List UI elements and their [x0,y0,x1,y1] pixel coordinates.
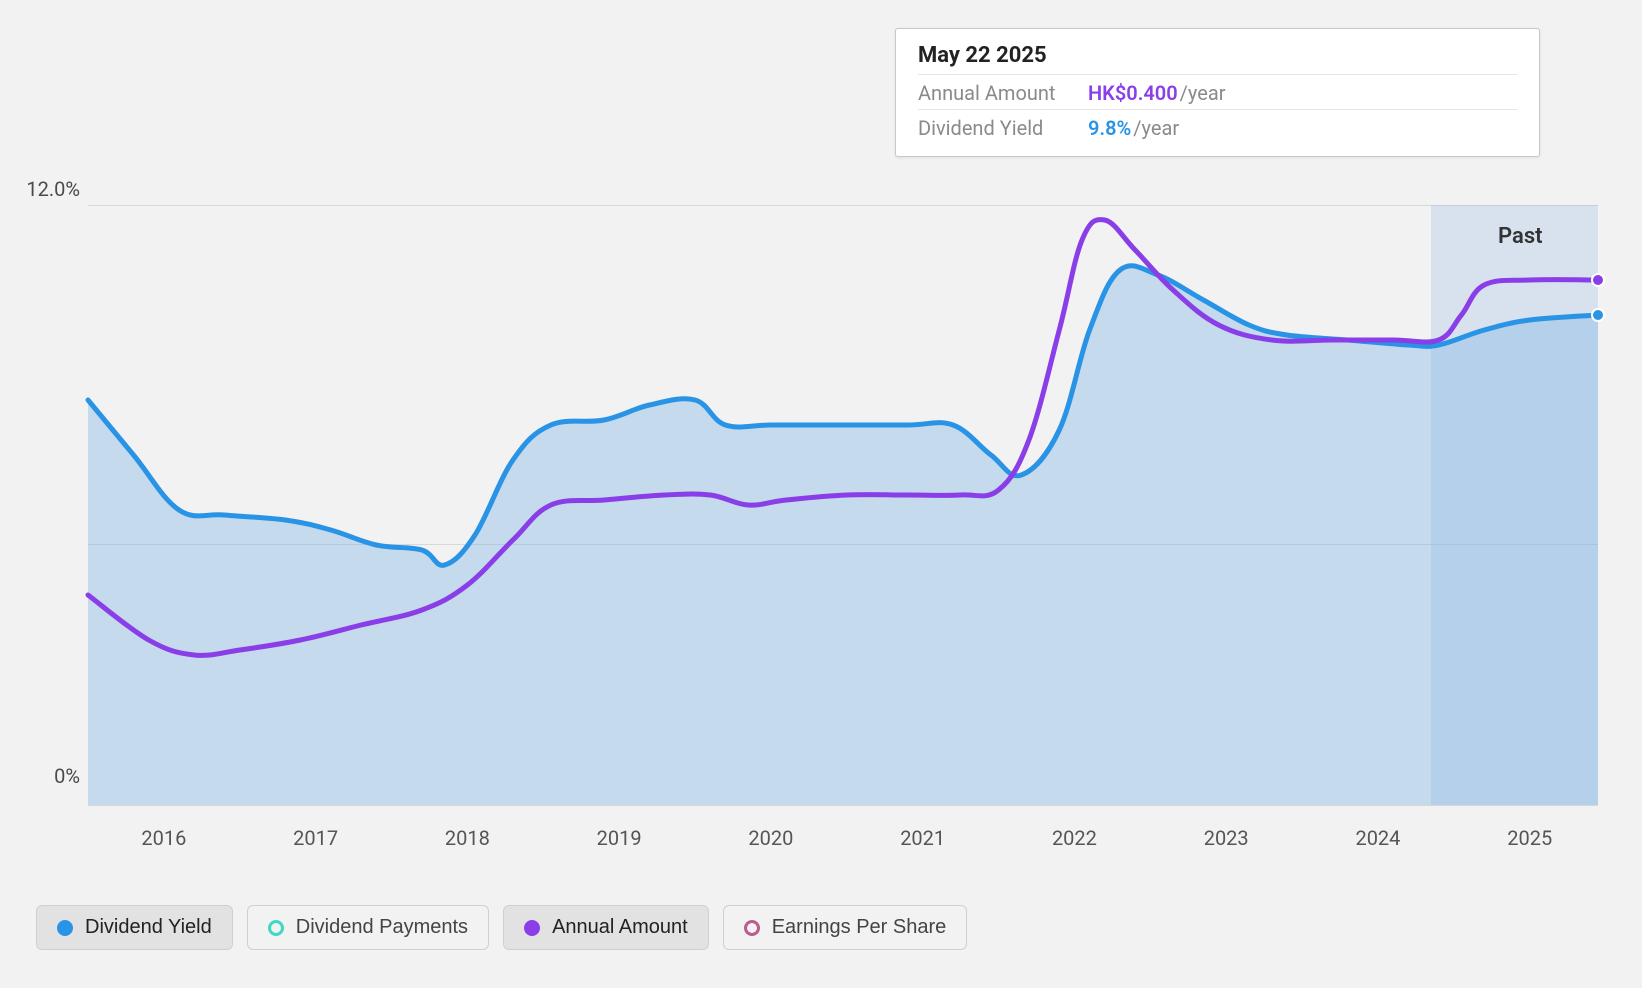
dividend-chart: 0% 12.0% Past 20162017201820192020202120… [0,0,1642,988]
x-tick-2020: 2020 [748,826,793,850]
x-tick-2023: 2023 [1204,826,1249,850]
tooltip-suffix: /year [1133,116,1179,140]
dot-icon [57,920,73,936]
legend-label: Dividend Yield [85,916,212,939]
x-tick-2018: 2018 [445,826,490,850]
tooltip-label: Dividend Yield [918,116,1088,140]
chart-legend: Dividend Yield Dividend Payments Annual … [36,905,967,950]
tooltip-row-yield: Dividend Yield 9.8% /year [918,109,1517,144]
x-tick-2025: 2025 [1507,826,1552,850]
x-tick-2024: 2024 [1355,826,1400,850]
x-tick-2016: 2016 [141,826,186,850]
x-tick-2019: 2019 [597,826,642,850]
x-tick-2017: 2017 [293,826,338,850]
tooltip-row-annual: Annual Amount HK$0.400 /year [918,74,1517,109]
tooltip-value: 9.8% [1088,116,1131,140]
dot-icon [524,920,540,936]
legend-label: Annual Amount [552,916,688,939]
x-tick-2021: 2021 [900,826,945,850]
legend-label: Earnings Per Share [772,916,947,939]
legend-earnings-per-share[interactable]: Earnings Per Share [723,905,968,950]
legend-dividend-payments[interactable]: Dividend Payments [247,905,489,950]
ring-icon [268,920,284,936]
tooltip-suffix: /year [1180,81,1226,105]
chart-tooltip: May 22 2025 Annual Amount HK$0.400 /year… [895,28,1540,157]
tooltip-label: Annual Amount [918,81,1088,105]
x-tick-2022: 2022 [1052,826,1097,850]
ring-icon [744,920,760,936]
tooltip-value: HK$0.400 [1088,81,1178,105]
legend-label: Dividend Payments [296,916,468,939]
legend-dividend-yield[interactable]: Dividend Yield [36,905,233,950]
legend-annual-amount[interactable]: Annual Amount [503,905,709,950]
tooltip-date: May 22 2025 [918,43,1517,68]
